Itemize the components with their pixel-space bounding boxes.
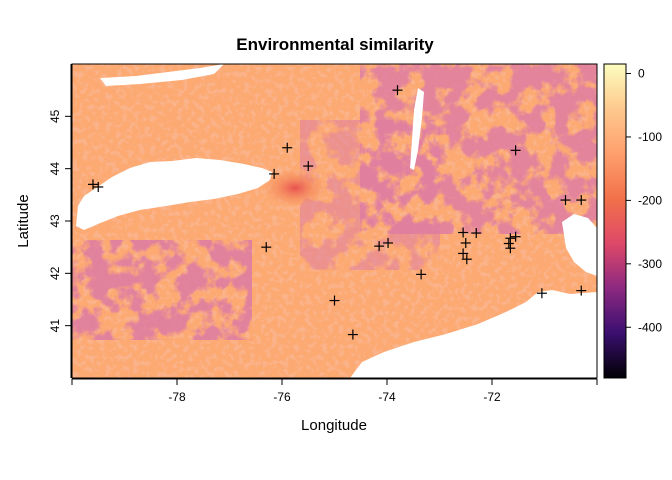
sample-point: [329, 295, 340, 306]
x-tick-label: -76: [273, 390, 291, 404]
chart-title: Environmental similarity: [236, 35, 434, 54]
sample-point: [303, 161, 314, 172]
x-axis: -78 -76 -74 -72: [71, 378, 598, 404]
colorbar-ticks: 0 -100 -200 -300 -400: [626, 67, 662, 334]
sample-point: [460, 237, 471, 248]
y-tick-label: 45: [48, 109, 62, 123]
plot-frame: [71, 63, 598, 379]
sample-point: [505, 233, 516, 244]
colorbar-tick-label: 0: [638, 67, 645, 81]
colorbar-tick-label: -200: [638, 193, 662, 207]
long-island-sound-and-ocean: [350, 290, 597, 378]
sample-point: [416, 269, 427, 280]
x-axis-title: Longitude: [301, 417, 367, 434]
northwest-lake-strip: [100, 64, 224, 86]
colorbar-tick-label: -400: [638, 320, 662, 334]
y-axis: 41 42 43 44 45: [48, 64, 72, 378]
colorbar-tick-label: -100: [638, 130, 662, 144]
y-axis-title: Latitude: [15, 194, 32, 247]
x-tick-label: -74: [378, 390, 396, 404]
similarity-hotspot: [265, 170, 325, 206]
sample-point: [576, 285, 587, 296]
sample-point: [347, 329, 358, 340]
cape-cod-bay: [562, 214, 597, 276]
sample-point: [93, 181, 104, 192]
x-tick-label: -72: [483, 390, 501, 404]
sample-point: [560, 195, 571, 206]
sample-point: [88, 179, 98, 190]
sample-point: [461, 254, 472, 265]
sample-point: [383, 237, 394, 248]
y-tick-label: 43: [48, 214, 62, 228]
colorbar-tick-label: -300: [638, 257, 662, 271]
sample-point: [392, 85, 403, 96]
colorbar-gradient: [603, 63, 627, 379]
sample-point: [269, 168, 280, 179]
lake-champlain: [410, 88, 424, 170]
sample-point: [503, 238, 514, 249]
sample-point: [471, 228, 482, 239]
sample-point: [374, 241, 385, 252]
sample-point: [510, 231, 521, 242]
sample-point: [536, 288, 547, 299]
sample-point: [510, 145, 521, 156]
sample-point: [505, 243, 516, 254]
y-tick-label: 44: [48, 162, 62, 176]
colorbar: 0 -100 -200 -300 -400: [603, 63, 662, 379]
water-bodies: [76, 64, 597, 378]
lake-ontario: [76, 158, 272, 230]
sample-point: [282, 142, 293, 153]
plot-area: [72, 64, 597, 378]
sample-points: [88, 85, 587, 340]
sample-point: [458, 248, 469, 259]
x-tick-label: -78: [168, 390, 186, 404]
sample-point: [261, 242, 272, 253]
y-tick-label: 41: [48, 319, 62, 333]
low-similarity-regions: [72, 64, 597, 340]
sample-point: [576, 195, 587, 206]
sample-point: [458, 227, 469, 238]
y-tick-label: 42: [48, 266, 62, 280]
